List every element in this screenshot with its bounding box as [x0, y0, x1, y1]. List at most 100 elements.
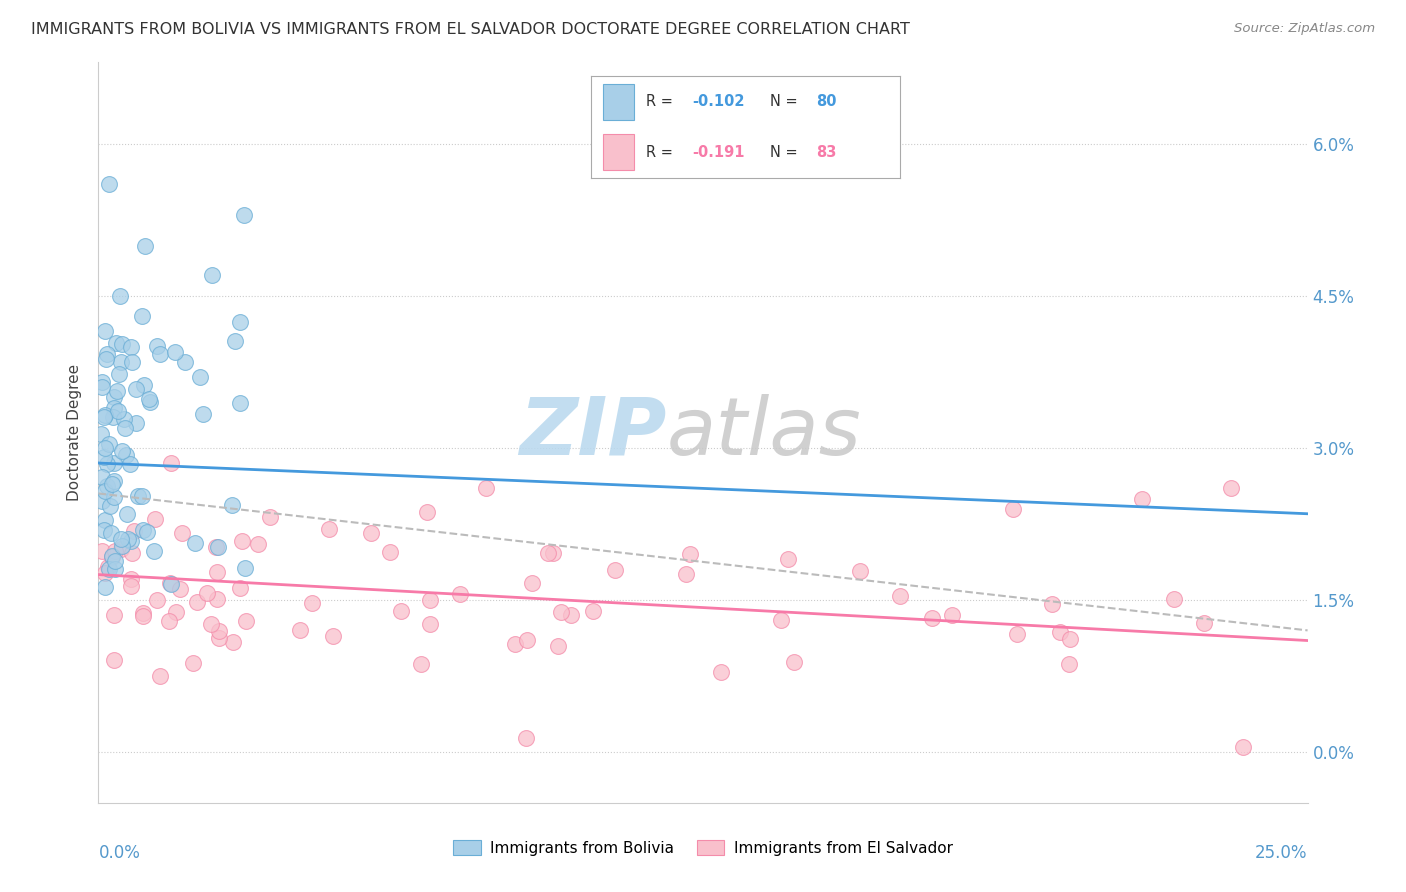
Point — [205, 541, 228, 555]
Point — [560, 607, 582, 622]
Point — [543, 546, 565, 560]
Point — [104, 561, 127, 575]
Text: atlas: atlas — [666, 393, 862, 472]
Point — [222, 635, 245, 649]
Point — [136, 524, 159, 539]
Point — [104, 544, 127, 558]
Text: 0.0%: 0.0% — [98, 844, 141, 862]
Point — [101, 410, 124, 425]
Point — [107, 403, 129, 417]
Point — [605, 563, 627, 577]
Point — [111, 444, 134, 458]
Point — [318, 522, 340, 536]
Point — [208, 631, 231, 645]
Point — [1057, 657, 1080, 671]
Point — [103, 653, 125, 667]
Point — [96, 347, 118, 361]
Point — [889, 589, 911, 603]
Point — [112, 411, 135, 425]
Point — [94, 442, 117, 456]
Point — [200, 617, 222, 632]
Point — [103, 390, 125, 404]
Legend: Immigrants from Bolivia, Immigrants from El Salvador: Immigrants from Bolivia, Immigrants from… — [447, 834, 959, 862]
Point — [207, 624, 229, 639]
Point — [1059, 632, 1081, 647]
Point — [98, 562, 121, 576]
Point — [93, 409, 115, 423]
Point — [96, 560, 118, 574]
Point — [103, 475, 125, 489]
Point — [235, 614, 257, 628]
Point — [503, 637, 526, 651]
Point — [108, 289, 131, 303]
Point — [159, 577, 181, 591]
Point — [117, 532, 139, 546]
Text: N =: N = — [770, 95, 803, 110]
Point — [105, 384, 128, 398]
Point — [131, 309, 153, 323]
Point — [1219, 482, 1241, 496]
Point — [96, 352, 118, 367]
Point — [105, 335, 128, 350]
Text: IMMIGRANTS FROM BOLIVIA VS IMMIGRANTS FROM EL SALVADOR DOCTORATE DEGREE CORRELAT: IMMIGRANTS FROM BOLIVIA VS IMMIGRANTS FR… — [31, 22, 910, 37]
Y-axis label: Doctorate Degree: Doctorate Degree — [67, 364, 83, 501]
Point — [1040, 597, 1063, 611]
Text: R =: R = — [647, 95, 678, 110]
Point — [103, 490, 125, 504]
Point — [224, 334, 246, 349]
Point — [290, 623, 312, 637]
Point — [207, 540, 229, 554]
Point — [120, 533, 142, 548]
Text: -0.102: -0.102 — [693, 95, 745, 110]
Point — [520, 576, 543, 591]
Text: ZIP: ZIP — [519, 393, 666, 472]
Point — [1002, 501, 1025, 516]
Point — [165, 605, 187, 619]
Point — [207, 565, 229, 579]
Point — [231, 534, 253, 549]
Point — [769, 614, 792, 628]
Point — [143, 512, 166, 526]
Point — [322, 629, 344, 643]
Text: 83: 83 — [817, 145, 837, 160]
Point — [146, 593, 169, 607]
Point — [149, 346, 172, 360]
Point — [134, 239, 156, 253]
Point — [419, 593, 441, 607]
Point — [411, 657, 433, 671]
Point — [416, 505, 439, 519]
Point — [537, 546, 560, 560]
Point — [235, 561, 257, 575]
Point — [103, 456, 125, 470]
Point — [121, 546, 143, 560]
Point — [1163, 591, 1185, 606]
Point — [389, 604, 412, 618]
Point — [475, 481, 498, 495]
Point — [96, 479, 118, 493]
Point — [197, 585, 219, 599]
Bar — [603, 135, 634, 170]
Point — [101, 477, 124, 491]
Point — [94, 484, 117, 499]
Point — [418, 617, 440, 632]
Point — [1005, 627, 1028, 641]
Point — [165, 345, 187, 359]
Point — [181, 656, 204, 670]
Point — [127, 489, 149, 503]
Point — [91, 380, 114, 394]
Point — [205, 592, 228, 607]
Point — [169, 582, 191, 597]
Point — [1192, 615, 1215, 630]
Point — [94, 581, 117, 595]
Point — [124, 524, 146, 539]
Point — [93, 450, 115, 464]
Point — [170, 525, 193, 540]
Point — [710, 665, 733, 680]
Point — [110, 542, 132, 557]
Point — [776, 552, 799, 566]
Point — [115, 449, 138, 463]
Point — [125, 417, 148, 431]
Point — [104, 554, 127, 568]
Point — [157, 614, 180, 628]
Point — [120, 579, 142, 593]
